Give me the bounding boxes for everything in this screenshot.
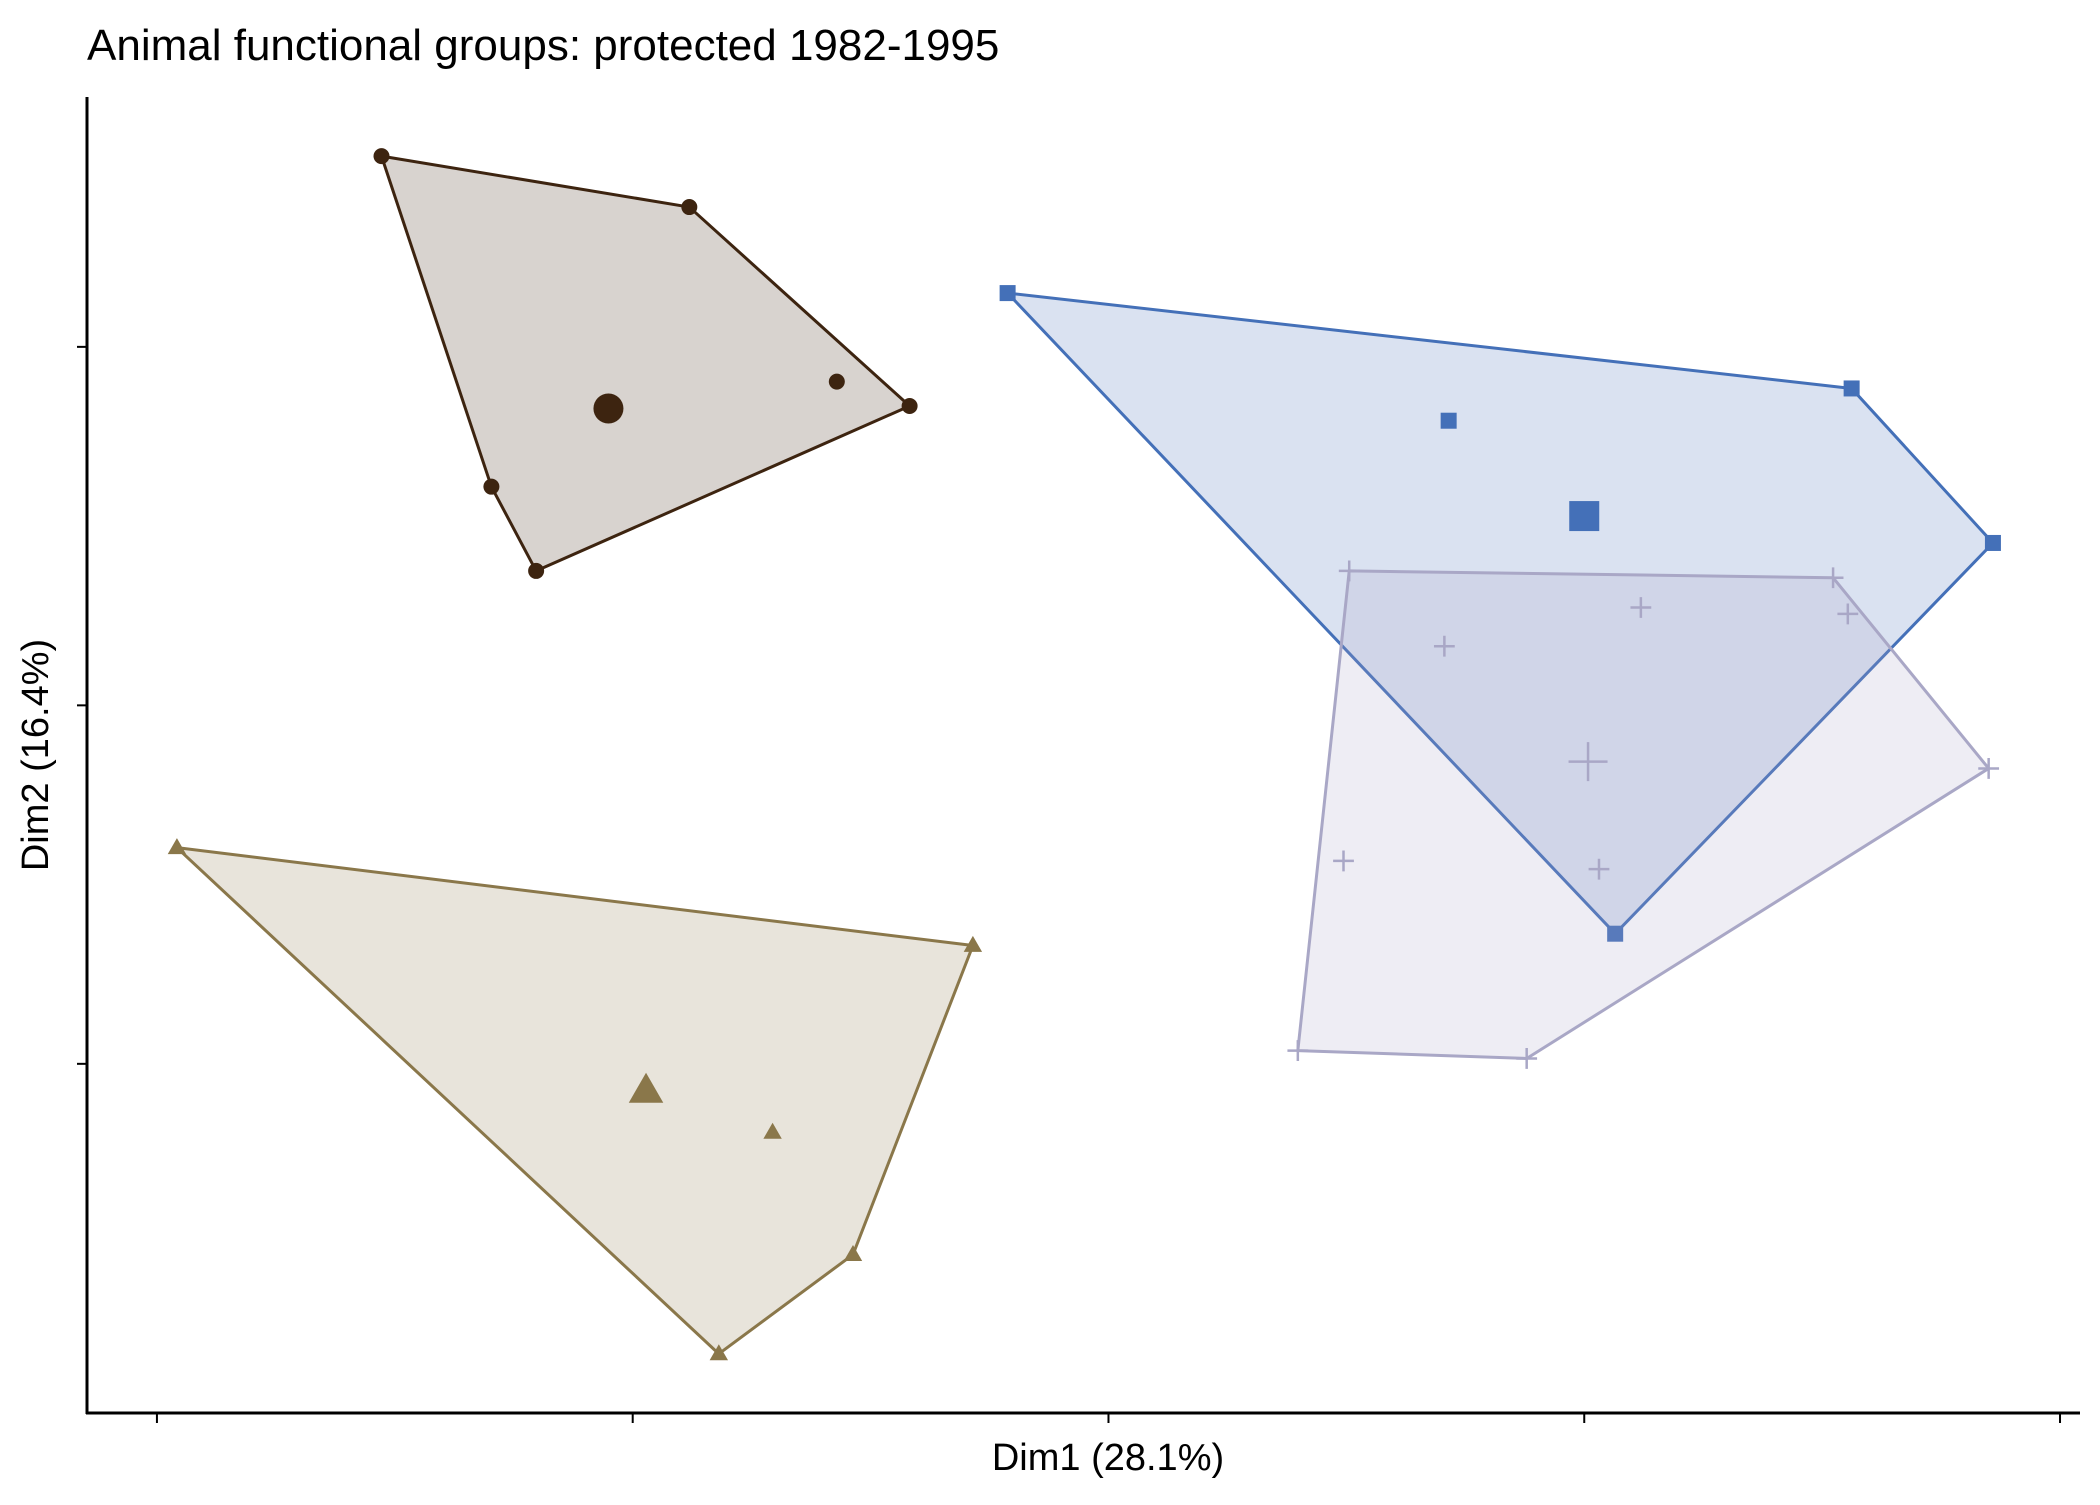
point (1837, 603, 1859, 625)
point (1516, 1048, 1538, 1069)
point (1333, 850, 1354, 872)
centroid (593, 393, 624, 424)
centroid (628, 1072, 664, 1103)
point (709, 1344, 729, 1361)
centroid (1569, 501, 1600, 532)
point (1630, 597, 1652, 618)
point (681, 199, 698, 216)
hull (175, 846, 975, 1356)
centroid (1568, 742, 1608, 782)
point (373, 148, 390, 165)
hull (380, 154, 912, 573)
point (1287, 1040, 1309, 1061)
point (843, 1244, 863, 1261)
point (1978, 758, 2000, 779)
x-axis-label: Dim1 (28.1%) (992, 1437, 1224, 1479)
point (167, 838, 187, 855)
point (1440, 412, 1457, 429)
point (1338, 560, 1360, 582)
point (828, 373, 845, 390)
point (1588, 858, 1610, 880)
point (1433, 635, 1455, 657)
y-axis-label: Dim2 (16.4%) (15, 639, 57, 871)
point (1607, 925, 1624, 942)
hull (1296, 569, 1991, 1060)
point (1843, 380, 1860, 397)
chart-title: Animal functional groups: protected 1982… (87, 21, 999, 70)
point (901, 398, 918, 415)
point (528, 562, 545, 579)
point (999, 285, 1016, 302)
point (483, 478, 500, 495)
point (963, 935, 983, 952)
point (763, 1122, 782, 1139)
point (1984, 534, 2001, 551)
point (1822, 567, 1844, 589)
